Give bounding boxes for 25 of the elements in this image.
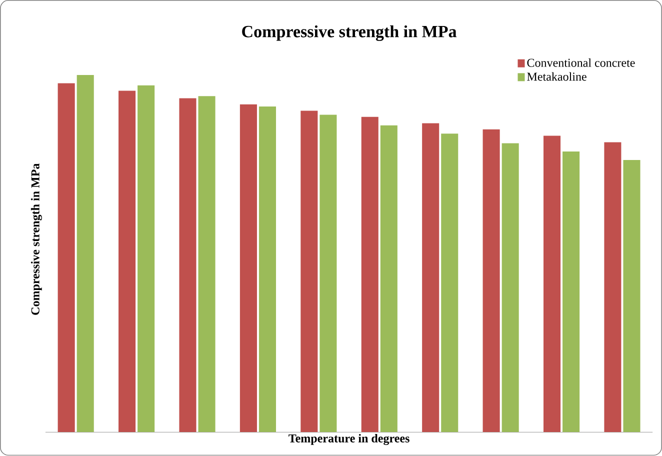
bar bbox=[380, 126, 398, 432]
bar bbox=[320, 114, 337, 432]
legend-label: Conventional concrete bbox=[527, 58, 635, 68]
bar bbox=[441, 134, 458, 432]
y-axis-title: Compressive strength in MPa bbox=[30, 164, 42, 316]
bar bbox=[258, 106, 276, 432]
bar bbox=[562, 152, 580, 432]
bar bbox=[300, 110, 318, 432]
chart-title: Compressive strength in MPa bbox=[242, 26, 457, 42]
bar bbox=[502, 143, 519, 432]
bar bbox=[623, 160, 640, 432]
bar bbox=[604, 142, 622, 432]
bar bbox=[138, 86, 155, 432]
bar bbox=[76, 75, 94, 432]
bar bbox=[543, 136, 561, 432]
bar bbox=[361, 117, 378, 432]
bar bbox=[58, 83, 75, 432]
bar bbox=[198, 96, 216, 432]
legend-label: Metakaoline bbox=[527, 72, 586, 81]
bar bbox=[482, 130, 500, 432]
bar bbox=[422, 123, 440, 432]
bar bbox=[240, 104, 257, 432]
x-axis-title: Temperature in degrees bbox=[288, 434, 410, 446]
bar bbox=[118, 90, 136, 432]
bar bbox=[179, 98, 196, 432]
